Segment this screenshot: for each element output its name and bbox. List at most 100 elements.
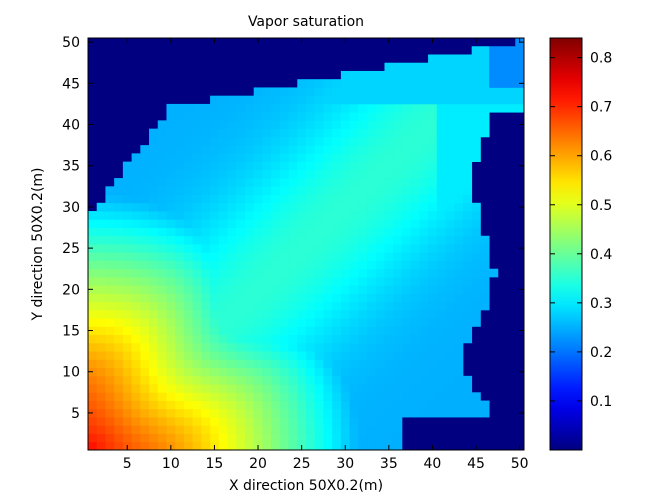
- heatmap-cell: [140, 227, 150, 237]
- heatmap-cell: [410, 293, 420, 303]
- heatmap-cell: [227, 375, 237, 385]
- heatmap-cell: [367, 425, 377, 434]
- heatmap-cell: [218, 342, 228, 352]
- heatmap-cell: [210, 318, 220, 327]
- heatmap-cell: [88, 309, 98, 319]
- heatmap-cell: [428, 178, 438, 187]
- heatmap-cell: [210, 293, 220, 303]
- heatmap-cell: [462, 318, 473, 327]
- heatmap-cell: [349, 400, 359, 410]
- heatmap-cell: [340, 194, 350, 204]
- heatmap-cell: [201, 244, 211, 253]
- heatmap-cell: [96, 433, 106, 443]
- heatmap-cell: [454, 375, 464, 385]
- heatmap-cell: [419, 161, 429, 171]
- heatmap-cell: [454, 392, 464, 401]
- heatmap-cell: [105, 400, 115, 410]
- heatmap-cell: [384, 318, 394, 327]
- heatmap-cell: [192, 276, 202, 286]
- heatmap-cell: [314, 417, 324, 426]
- heatmap-cell: [462, 161, 473, 171]
- heatmap-cell: [497, 46, 507, 55]
- heatmap-cell: [428, 87, 438, 97]
- heatmap-cell: [410, 128, 420, 138]
- heatmap-cell: [314, 309, 324, 319]
- heatmap-cell: [393, 95, 403, 105]
- heatmap-cell: [271, 153, 281, 162]
- heatmap-cell: [96, 285, 106, 294]
- heatmap-cell: [332, 194, 342, 204]
- heatmap-cell: [236, 95, 246, 105]
- heatmap-cell: [419, 301, 429, 311]
- heatmap-cell: [367, 153, 377, 162]
- heatmap-cell: [105, 367, 115, 377]
- heatmap-cell: [428, 136, 438, 146]
- heatmap-cell: [175, 153, 185, 162]
- heatmap-cell: [157, 384, 167, 393]
- heatmap-cell: [471, 62, 481, 72]
- heatmap-cell: [218, 285, 228, 294]
- heatmap-cell: [183, 252, 194, 261]
- heatmap-cell: [96, 367, 106, 377]
- heatmap-cell: [279, 153, 289, 162]
- heatmap-cell: [149, 260, 159, 270]
- heatmap-cell: [445, 79, 455, 88]
- heatmap-cell: [210, 400, 220, 410]
- heatmap-cell: [244, 384, 255, 393]
- heatmap-cell: [114, 276, 124, 286]
- heatmap-cell: [131, 235, 141, 245]
- heatmap-cell: [131, 351, 141, 360]
- heatmap-cell: [454, 400, 464, 410]
- heatmap-cell: [471, 211, 481, 220]
- heatmap-cell: [166, 334, 176, 344]
- heatmap-cell: [201, 276, 211, 286]
- heatmap-cell: [157, 169, 167, 179]
- heatmap-cell: [314, 367, 324, 377]
- heatmap-cell: [244, 169, 255, 179]
- heatmap-cell: [332, 384, 342, 393]
- heatmap-cell: [105, 342, 115, 352]
- heatmap-cell: [88, 425, 98, 434]
- heatmap-cell: [218, 219, 228, 228]
- heatmap-cell: [393, 136, 403, 146]
- heatmap-cell: [288, 375, 298, 385]
- heatmap-cell: [297, 392, 307, 401]
- heatmap-cell: [419, 136, 429, 146]
- heatmap-cell: [462, 145, 473, 154]
- heatmap-cell: [105, 186, 115, 195]
- heatmap-cell: [236, 375, 246, 385]
- heatmap-cell: [183, 145, 194, 154]
- heatmap-cell: [340, 276, 350, 286]
- heatmap-cell: [332, 334, 342, 344]
- heatmap-cell: [297, 244, 307, 253]
- heatmap-cell: [288, 334, 298, 344]
- heatmap-cell: [323, 318, 333, 327]
- heatmap-cell: [236, 293, 246, 303]
- heatmap-cell: [122, 334, 132, 344]
- heatmap-cell: [236, 359, 246, 368]
- heatmap-cell: [149, 342, 159, 352]
- heatmap-cell: [349, 128, 359, 138]
- heatmap-cell: [175, 433, 185, 443]
- heatmap-cell: [428, 392, 438, 401]
- heatmap-cell: [367, 375, 377, 385]
- heatmap-cell: [114, 425, 124, 434]
- heatmap-cell: [497, 79, 507, 88]
- heatmap-cell: [332, 375, 342, 385]
- x-tick-label: 20: [249, 456, 267, 472]
- heatmap-cell: [410, 252, 420, 261]
- heatmap-cell: [314, 342, 324, 352]
- heatmap-cell: [262, 408, 272, 418]
- heatmap-cell: [393, 367, 403, 377]
- heatmap-cell: [192, 400, 202, 410]
- heatmap-cell: [367, 227, 377, 237]
- heatmap-cell: [271, 95, 281, 105]
- heatmap-cell: [410, 375, 420, 385]
- heatmap-cell: [454, 351, 464, 360]
- heatmap-cell: [410, 169, 420, 179]
- heatmap-cell: [393, 128, 403, 138]
- heatmap-cell: [88, 334, 98, 344]
- heatmap-cell: [236, 384, 246, 393]
- heatmap-cell: [314, 260, 324, 270]
- heatmap-cell: [262, 293, 272, 303]
